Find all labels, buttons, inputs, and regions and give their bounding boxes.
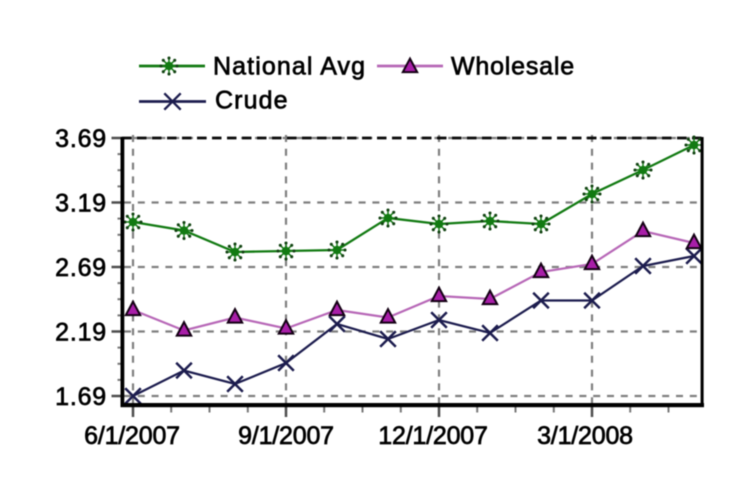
svg-text:Crude: Crude [215, 87, 289, 115]
svg-text:Wholesale: Wholesale [451, 53, 575, 81]
svg-text:6/1/2007: 6/1/2007 [84, 422, 180, 450]
svg-text:3.19: 3.19 [55, 190, 107, 218]
svg-text:2.19: 2.19 [55, 319, 107, 347]
svg-text:9/1/2007: 9/1/2007 [238, 422, 334, 450]
svg-text:12/1/2007: 12/1/2007 [378, 422, 487, 450]
svg-text:3/1/2008: 3/1/2008 [537, 422, 633, 450]
svg-text:3.69: 3.69 [55, 125, 107, 153]
svg-text:National Avg: National Avg [213, 53, 366, 81]
svg-text:2.69: 2.69 [55, 254, 107, 282]
svg-text:1.69: 1.69 [55, 383, 107, 411]
